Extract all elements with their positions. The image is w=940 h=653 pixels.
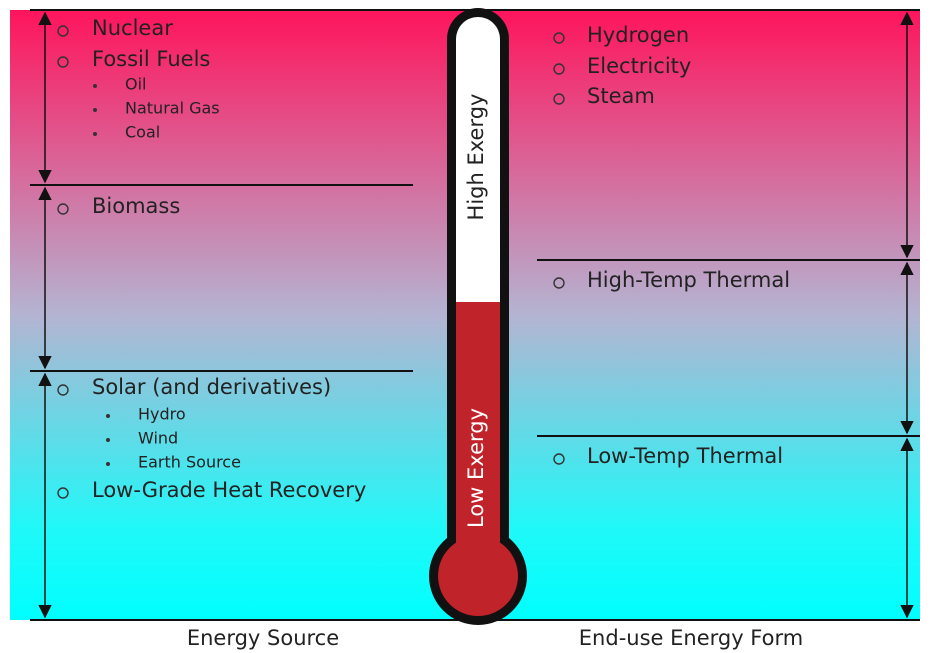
bullet	[553, 63, 565, 75]
bullet	[93, 108, 97, 112]
low-label: Low Exergy	[464, 408, 488, 528]
bullet	[106, 414, 110, 418]
source-list: Nuclear Fossil Fuels Oil Natural Gas Coa…	[57, 16, 366, 502]
bullet	[553, 32, 565, 44]
bullet	[553, 93, 565, 105]
subitem: Oil	[125, 75, 146, 94]
bullet	[106, 438, 110, 442]
item: Low-Grade Heat Recovery	[92, 478, 366, 502]
subitem: Hydro	[138, 405, 186, 424]
caption: End-use Energy Form	[579, 626, 803, 650]
bullet	[106, 462, 110, 466]
subitem: Coal	[125, 123, 160, 142]
item: Electricity	[587, 54, 691, 78]
bullet	[57, 56, 69, 68]
item: Biomass	[92, 194, 180, 218]
bullet	[93, 132, 97, 136]
high-label: High Exergy	[464, 94, 488, 221]
item: Nuclear	[92, 16, 173, 40]
item: Solar (and derivatives)	[92, 375, 331, 399]
bullet	[93, 84, 97, 88]
bullet	[553, 453, 565, 465]
bullet	[57, 25, 69, 37]
item: Fossil Fuels	[92, 47, 210, 71]
bullet	[57, 203, 69, 215]
subitem: Earth Source	[138, 453, 241, 472]
item: High-Temp Thermal	[587, 268, 790, 292]
caption: Energy Source	[187, 626, 339, 650]
subitem: Wind	[138, 429, 178, 448]
end-use-list: Hydrogen Electricity Steam High-Temp The…	[553, 23, 790, 468]
bullet	[57, 487, 69, 499]
subitem: Natural Gas	[125, 99, 220, 118]
bullet	[57, 384, 69, 396]
item: Low-Temp Thermal	[587, 444, 783, 468]
thermometer: High Exergy Low Exergy	[429, 8, 527, 625]
item: Hydrogen	[587, 23, 689, 47]
bullet	[553, 277, 565, 289]
item: Steam	[587, 84, 655, 108]
